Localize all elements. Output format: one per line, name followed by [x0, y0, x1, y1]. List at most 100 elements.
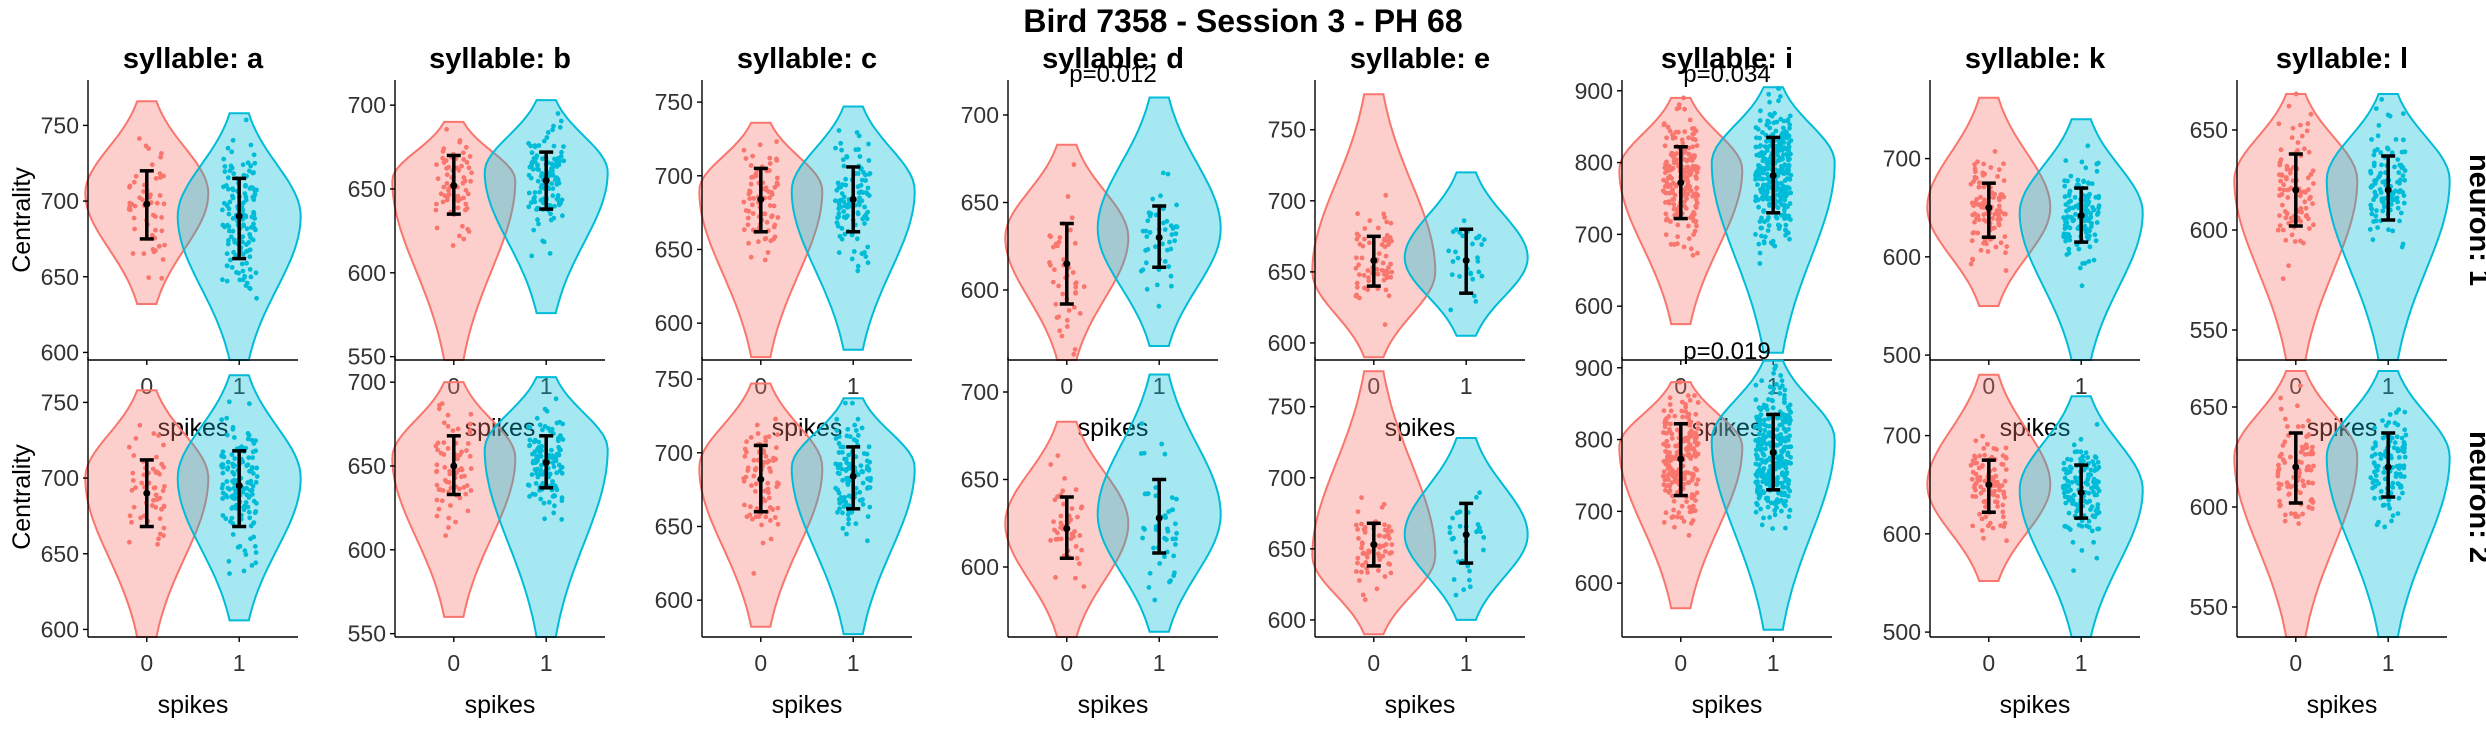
data-point — [1666, 477, 1671, 482]
data-point — [1687, 171, 1693, 177]
data-point — [131, 453, 137, 458]
data-point — [222, 169, 228, 175]
data-point — [865, 244, 871, 250]
data-point — [224, 415, 230, 421]
data-point — [225, 175, 231, 181]
data-point — [1779, 212, 1784, 218]
data-point — [528, 175, 534, 181]
data-point — [1686, 415, 1691, 421]
data-point — [1775, 436, 1781, 442]
data-point — [1057, 235, 1063, 240]
y-tick-label: 600 — [655, 310, 693, 336]
data-point — [1375, 271, 1381, 277]
data-point — [2089, 485, 2094, 491]
data-point — [1766, 91, 1772, 97]
data-point — [1690, 153, 1696, 159]
data-point — [1455, 255, 1461, 261]
data-point — [537, 450, 543, 455]
data-point — [2370, 237, 2376, 243]
data-point — [442, 465, 448, 470]
facet-title: syllable: c — [737, 43, 877, 75]
data-point — [1991, 195, 1996, 201]
mean-point — [1063, 260, 1071, 268]
data-point — [248, 142, 254, 148]
data-point — [1667, 175, 1673, 180]
data-point — [1974, 460, 1980, 466]
data-point — [2390, 480, 2396, 486]
data-point — [834, 487, 840, 492]
data-point — [226, 558, 232, 564]
data-point — [249, 563, 255, 568]
data-point — [2375, 463, 2381, 469]
data-point — [775, 182, 780, 187]
data-point — [457, 495, 463, 501]
data-point — [769, 213, 775, 219]
data-point — [1672, 206, 1678, 212]
data-point — [1757, 467, 1762, 472]
data-point — [1671, 197, 1677, 202]
data-point — [461, 195, 466, 201]
data-point — [1467, 584, 1473, 590]
data-point — [839, 147, 844, 153]
data-point — [1689, 158, 1695, 163]
x-axis-label: spikes — [2307, 414, 2378, 442]
data-point — [2086, 180, 2091, 186]
x-axis-label: spikes — [1692, 691, 1763, 719]
data-point — [1990, 525, 1996, 531]
data-point — [2083, 165, 2089, 171]
data-point — [1683, 404, 1689, 410]
data-point — [2090, 513, 2096, 519]
data-point — [553, 396, 559, 402]
data-point — [2402, 454, 2408, 460]
data-point — [1759, 522, 1765, 528]
data-point — [1354, 284, 1360, 290]
data-point — [1775, 185, 1780, 191]
data-point — [550, 127, 555, 133]
y-tick-label: 800 — [1575, 150, 1613, 176]
data-point — [2299, 209, 2305, 215]
data-point — [1670, 165, 1676, 171]
data-point — [1359, 545, 1364, 551]
data-point — [2088, 472, 2094, 478]
data-point — [1386, 561, 1391, 567]
data-point — [1681, 95, 1686, 101]
y-tick-label: 600 — [2190, 217, 2228, 243]
data-point — [554, 159, 559, 164]
data-point — [561, 144, 566, 150]
data-point — [526, 424, 531, 430]
data-point — [242, 548, 248, 554]
data-point — [2093, 466, 2099, 472]
data-point — [863, 178, 868, 183]
data-point — [1981, 161, 1986, 167]
data-point — [2064, 470, 2069, 476]
data-point — [2304, 445, 2310, 450]
data-point — [466, 229, 472, 234]
data-point — [1450, 229, 1456, 235]
data-point — [2401, 200, 2407, 206]
data-point — [1692, 393, 1697, 398]
data-point — [528, 200, 534, 206]
data-point — [851, 249, 857, 254]
data-point — [2285, 195, 2291, 200]
data-point — [249, 466, 255, 472]
data-point — [1074, 555, 1080, 561]
data-point — [2067, 205, 2073, 211]
data-point — [1982, 499, 1987, 504]
data-point — [1765, 228, 1771, 234]
data-point — [549, 181, 555, 187]
data-point — [1453, 249, 1458, 255]
data-point — [2088, 210, 2094, 216]
data-point — [868, 475, 873, 481]
data-point — [2066, 250, 2072, 256]
data-point — [1386, 293, 1392, 299]
data-point — [244, 242, 249, 248]
data-point — [2095, 212, 2100, 218]
data-point — [1675, 234, 1680, 240]
data-point — [1975, 230, 1981, 236]
data-point — [1362, 530, 1368, 535]
data-point — [1386, 239, 1392, 245]
data-point — [2386, 227, 2391, 233]
data-point — [1985, 249, 1991, 254]
